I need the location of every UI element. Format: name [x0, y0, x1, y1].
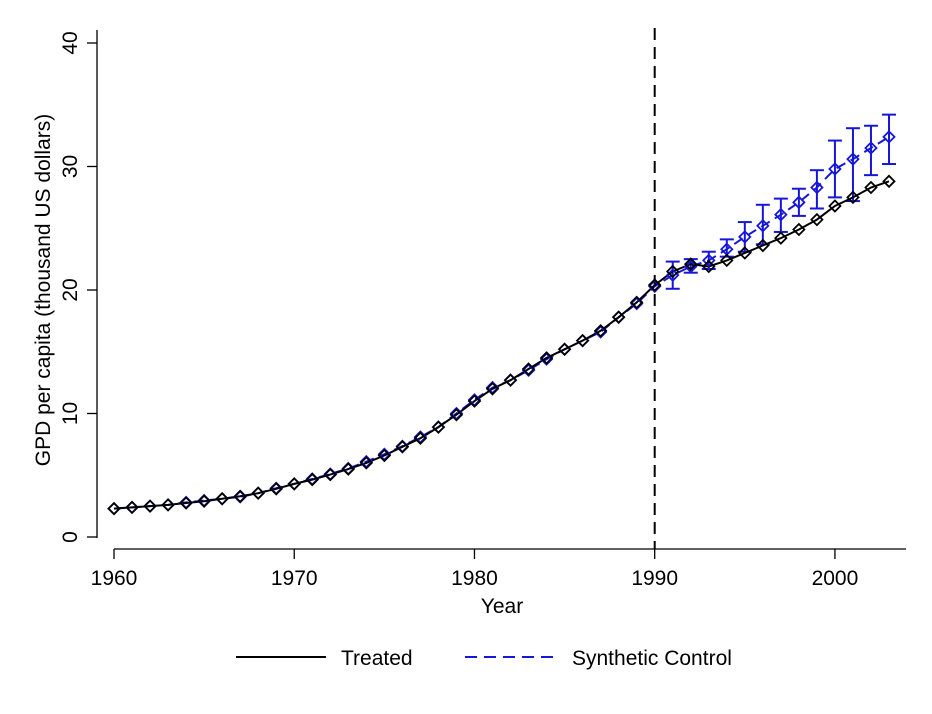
error-bar-2000	[827, 139, 842, 199]
marker-synthetic-control-2002	[864, 141, 878, 155]
marker-treated-1961	[125, 500, 139, 515]
marker-treated-1995	[738, 246, 752, 260]
marker-treated-1990	[647, 278, 662, 292]
marker-treated-1989	[629, 295, 644, 310]
marker-treated-1987	[593, 323, 608, 338]
marker-treated-1960	[107, 501, 121, 516]
marker-treated-1970	[287, 477, 302, 491]
y-tick-label-20: 20	[59, 278, 82, 301]
marker-synthetic-control-2001	[846, 152, 860, 166]
marker-treated-1983	[521, 362, 536, 376]
marker-treated-1978	[431, 420, 446, 434]
marker-treated-1968	[251, 486, 265, 500]
marker-synthetic-control-1999	[810, 180, 824, 195]
marker-treated-1977	[413, 431, 428, 445]
y-axis-title: GPD per capita (thousand US dollars)	[32, 114, 55, 467]
series-line-treated	[113, 180, 890, 510]
marker-synthetic-control-2000	[828, 162, 842, 176]
marker-treated-1979	[449, 407, 464, 422]
marker-treated-2000	[828, 199, 842, 213]
marker-synthetic-control-1996	[756, 219, 770, 233]
error-bar-1999	[809, 169, 824, 210]
y-tick-label-30: 30	[59, 155, 82, 178]
marker-treated-1998	[792, 222, 806, 237]
marker-treated-1962	[143, 499, 157, 513]
marker-synthetic-control-2003	[882, 130, 896, 144]
marker-treated-1967	[233, 489, 247, 504]
error-bar-1998	[791, 187, 806, 217]
marker-treated-1993	[701, 259, 716, 274]
marker-treated-1971	[305, 472, 320, 487]
marker-treated-1992	[683, 257, 698, 271]
marker-treated-1997	[774, 231, 788, 245]
marker-treated-1964	[179, 496, 193, 510]
marker-treated-2003	[882, 174, 896, 189]
legend: Treated Synthetic Control	[236, 647, 732, 670]
marker-treated-1963	[161, 498, 175, 512]
legend-label-synthetic-control: Synthetic Control	[572, 647, 732, 670]
marker-treated-1994	[720, 253, 734, 268]
marker-treated-1981	[485, 382, 500, 396]
x-axis-title: Year	[481, 595, 523, 618]
y-tick-label-40: 40	[59, 31, 82, 54]
marker-treated-1999	[810, 212, 824, 227]
marker-treated-1985	[557, 342, 572, 357]
marker-synthetic-control-1993	[701, 253, 716, 268]
marker-treated-1984	[539, 351, 554, 365]
error-bar-2002	[863, 124, 878, 177]
marker-synthetic-control-1998	[792, 195, 806, 210]
x-tick-label-1970: 1970	[271, 567, 318, 590]
marker-treated-1965	[197, 494, 211, 508]
series-line-synthetic-control	[113, 136, 890, 510]
marker-treated-1980	[467, 394, 482, 408]
marker-treated-2002	[864, 180, 878, 195]
y-tick-label-10: 10	[59, 402, 82, 425]
error-bar-2003	[882, 113, 896, 166]
marker-synthetic-control-1995	[738, 230, 752, 244]
x-tick-label-1990: 1990	[631, 567, 678, 590]
marker-treated-1973	[341, 462, 356, 476]
marker-treated-1974	[359, 456, 374, 470]
marker-treated-1969	[269, 482, 283, 496]
marker-treated-1976	[395, 440, 410, 454]
marker-treated-1988	[611, 310, 626, 324]
marker-treated-1986	[575, 333, 590, 348]
marker-treated-2001	[846, 190, 860, 205]
marker-treated-1972	[323, 467, 338, 482]
marker-treated-1996	[756, 238, 770, 253]
legend-label-treated: Treated	[341, 647, 413, 670]
x-tick-label-1960: 1960	[91, 567, 138, 590]
marker-treated-1975	[377, 448, 392, 463]
x-tick-label-2000: 2000	[812, 567, 859, 590]
marker-treated-1966	[215, 491, 229, 506]
y-tick-label-0: 0	[59, 531, 82, 543]
marker-treated-1991	[665, 264, 680, 279]
marker-synthetic-control-1997	[774, 207, 788, 222]
x-tick-label-1980: 1980	[451, 567, 498, 590]
marker-treated-1982	[503, 373, 518, 387]
